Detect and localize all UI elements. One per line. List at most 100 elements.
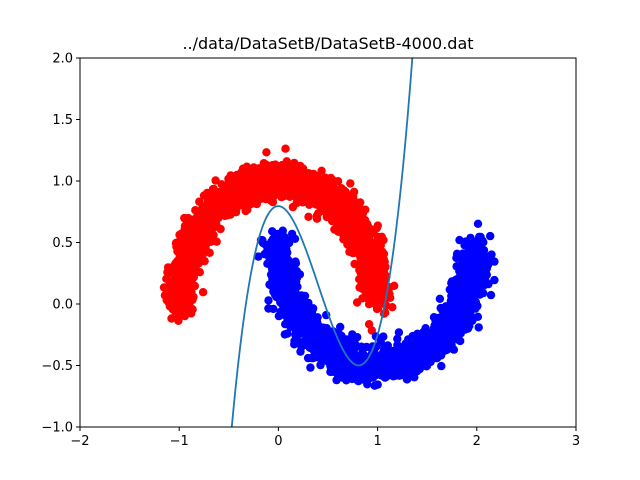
scatter-point (277, 230, 286, 240)
decision-boundary-line (230, 58, 414, 427)
scatter-point (269, 304, 278, 314)
scatter-point (348, 347, 357, 357)
scatter-point (364, 320, 374, 329)
scatter-point (286, 322, 295, 332)
scatter-point (458, 325, 467, 335)
scatter-point (246, 165, 255, 174)
x-tick-label: 0 (274, 434, 282, 449)
scatter-point (182, 299, 192, 308)
scatter-point (327, 181, 336, 191)
scatter-point (419, 348, 429, 357)
scatter-point (469, 282, 478, 291)
y-tick-label: −0.5 (41, 359, 73, 374)
scatter-point (339, 235, 348, 244)
scatter-point (468, 267, 478, 276)
scatter-point (306, 363, 315, 372)
y-tick-label: −1.0 (41, 421, 73, 436)
scatter-point (379, 332, 388, 341)
scatter-point (300, 337, 309, 346)
scatter-point (304, 212, 313, 221)
scatter-point (346, 371, 355, 381)
scatter-point (191, 206, 200, 215)
scatter-point (283, 329, 292, 338)
x-tick-label: 2 (473, 434, 481, 449)
scatter-point (281, 144, 290, 153)
scatter-point (304, 191, 313, 200)
scatter-point (293, 326, 302, 335)
scatter-point (266, 184, 275, 193)
scatter-point (329, 362, 339, 372)
scatter-point (452, 253, 461, 263)
scatter-point (274, 311, 284, 321)
scatter-point (426, 357, 435, 367)
scatter-point (473, 276, 482, 285)
scatter-point (301, 321, 311, 330)
scatter-point (288, 316, 297, 325)
scatter-point (282, 157, 291, 166)
scatter-point (351, 228, 360, 237)
scatter-point (402, 375, 412, 384)
scatter-point (337, 368, 346, 377)
y-tick-label: 0.0 (52, 298, 73, 313)
scatter-point (199, 191, 209, 200)
x-tick-label: −1 (170, 434, 189, 449)
scatter-point (367, 326, 376, 335)
scatter-point (273, 248, 282, 257)
x-tick-label: 1 (373, 434, 381, 449)
scatter-point (187, 309, 196, 318)
scatter-point (217, 191, 226, 200)
scatter-point (232, 170, 242, 180)
scatter-point (300, 179, 309, 188)
scatter-point (335, 221, 345, 231)
scatter-point (198, 202, 207, 212)
axes: −2 −1 0 1 2 3 −1.0 −0.5 0.0 0.5 1.0 1.5 2.0 (41, 52, 580, 450)
scatter-point (321, 187, 330, 196)
scatter-point (330, 346, 339, 355)
scatter-point (238, 195, 247, 205)
scatter-point (340, 196, 349, 205)
scatter-point (322, 212, 331, 222)
scatter-point (176, 264, 185, 273)
scatter-point (209, 230, 218, 240)
scatter-point (170, 296, 179, 306)
scatter-point (316, 345, 325, 354)
scatter-point (358, 294, 367, 303)
scatter-point (211, 176, 220, 185)
scatter-point (269, 191, 278, 201)
scatter-point (336, 322, 345, 332)
scatter-point (262, 176, 271, 185)
scatter-point (186, 242, 195, 251)
scatter-point (436, 351, 446, 360)
scatter-point (399, 344, 408, 354)
scatter-point (447, 291, 456, 301)
scatter-point (254, 186, 263, 195)
scatter-point (331, 188, 340, 198)
scatter-point (261, 240, 271, 250)
scatter-point (474, 323, 483, 332)
scatter-point (309, 169, 318, 179)
scatter-point (450, 311, 459, 321)
chart-title: ../data/DataSetB/DataSetB-4000.dat (182, 34, 473, 53)
scatter-point (355, 220, 364, 230)
scatter-point (321, 196, 331, 206)
scatter-point (262, 248, 271, 257)
scatter-point (490, 275, 499, 285)
scatter-point (456, 309, 465, 318)
scatter-point (442, 324, 452, 333)
scatter-point (307, 325, 317, 335)
scatter-point (347, 334, 356, 343)
scatter-point (447, 340, 456, 349)
scatter-point (370, 299, 380, 308)
scatter-point (180, 311, 189, 321)
scatter-point (346, 179, 355, 188)
scatter-point (316, 360, 325, 370)
scatter-point (369, 357, 378, 366)
scatter-point (296, 347, 305, 356)
scatter-point (199, 240, 208, 249)
scatter-point (417, 329, 427, 338)
y-tick-label: 2.0 (52, 52, 73, 67)
scatter-point (466, 274, 475, 283)
scatter-point (301, 305, 310, 314)
scatter-point (437, 361, 446, 371)
scatter-point (400, 360, 409, 369)
